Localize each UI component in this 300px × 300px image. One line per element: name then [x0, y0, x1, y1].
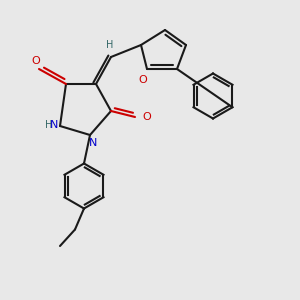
Text: H: H — [45, 119, 52, 130]
Text: H: H — [106, 40, 113, 50]
Text: O: O — [142, 112, 151, 122]
Text: N: N — [89, 138, 97, 148]
Text: N: N — [50, 119, 58, 130]
Text: O: O — [138, 75, 147, 85]
Text: O: O — [32, 56, 40, 66]
